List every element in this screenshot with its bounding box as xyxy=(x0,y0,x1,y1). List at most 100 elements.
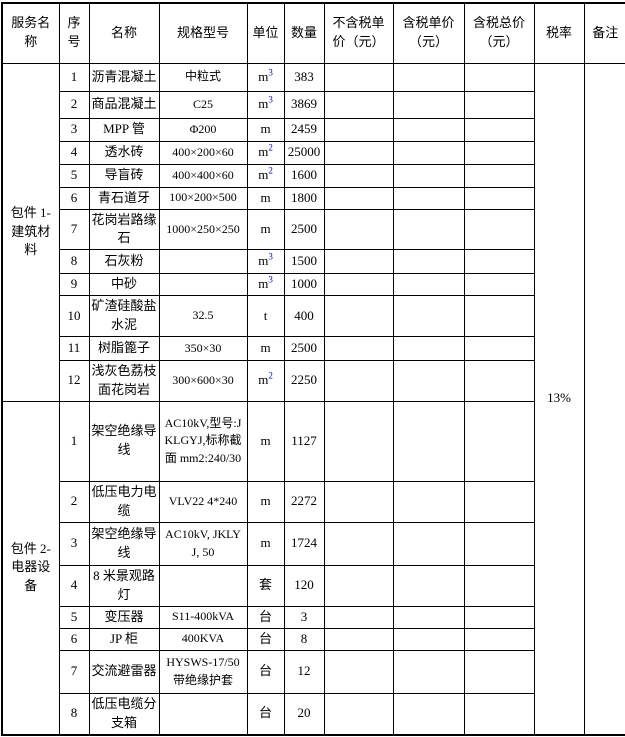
price-ex-tax-cell xyxy=(323,564,394,607)
item-unit: m xyxy=(246,335,285,361)
item-spec: 32.5 xyxy=(158,295,248,337)
table-row: 11 树脂篦子 350×30 m 2500 xyxy=(2,335,625,361)
col-header-unit: 单位 xyxy=(246,2,285,64)
unit-base: t xyxy=(263,307,268,323)
col-header-item-name: 名称 xyxy=(88,2,160,64)
unit-base: m xyxy=(258,144,269,160)
total-inc-tax-cell xyxy=(463,521,535,566)
price-ex-tax-cell xyxy=(323,627,394,651)
item-unit: 台 xyxy=(246,605,285,629)
price-ex-tax-cell xyxy=(323,163,394,188)
item-spec: 1000×250×250 xyxy=(158,208,248,251)
price-inc-tax-cell xyxy=(392,249,465,275)
unit-base: 台 xyxy=(258,630,272,646)
package-1-label: 包件 1-建筑材料 xyxy=(1,62,60,402)
price-inc-tax-cell xyxy=(392,62,465,92)
total-inc-tax-cell xyxy=(463,359,535,402)
price-ex-tax-cell xyxy=(323,117,394,142)
row-no: 1 xyxy=(58,62,90,92)
tax-rate-value: 13% xyxy=(533,62,585,736)
item-qty: 2250 xyxy=(283,359,325,402)
item-unit: m3 xyxy=(246,249,285,275)
item-qty: 25000 xyxy=(283,140,325,165)
total-inc-tax-cell xyxy=(463,117,535,142)
row-no: 6 xyxy=(58,186,90,210)
unit-base: m xyxy=(258,276,269,292)
item-qty: 383 xyxy=(283,62,325,92)
row-no: 11 xyxy=(58,335,90,361)
total-inc-tax-cell xyxy=(463,295,535,337)
item-unit: m2 xyxy=(246,140,285,165)
item-name: 浅灰色荔枝面花岗岩 xyxy=(88,359,160,402)
item-qty: 3 xyxy=(283,605,325,629)
total-inc-tax-cell xyxy=(463,140,535,165)
item-spec: C25 xyxy=(158,90,248,119)
item-spec: 350×30 xyxy=(158,335,248,361)
unit-superscript: 2 xyxy=(268,165,273,176)
table-row: 包件 2-电器设备 1 架空绝缘导线 AC10kV,型号:JKLGYJ,标称截面… xyxy=(1,400,625,736)
item-name: 低压电力电缆 xyxy=(88,480,160,523)
item-name: 变压器 xyxy=(88,605,160,629)
item-spec xyxy=(158,564,248,607)
item-qty: 2459 xyxy=(283,117,325,142)
unit-base: m xyxy=(258,372,269,388)
item-unit: 台 xyxy=(246,649,285,694)
total-inc-tax-cell xyxy=(463,605,535,629)
item-name: 青石道牙 xyxy=(88,186,160,210)
item-spec: VLV22 4*240 xyxy=(158,480,248,523)
item-unit: 台 xyxy=(246,627,285,651)
unit-superscript: 2 xyxy=(268,142,273,153)
total-inc-tax-cell xyxy=(463,273,535,297)
row-no: 4 xyxy=(58,140,90,165)
price-ex-tax-cell xyxy=(323,649,394,694)
total-inc-tax-cell xyxy=(463,692,535,736)
item-unit: m3 xyxy=(246,90,285,119)
item-unit: 套 xyxy=(246,564,285,607)
price-ex-tax-cell xyxy=(323,249,394,275)
price-ex-tax-cell xyxy=(323,295,394,337)
price-inc-tax-cell xyxy=(392,295,465,337)
item-qty: 2500 xyxy=(283,208,325,251)
price-ex-tax-cell xyxy=(323,335,394,361)
price-ex-tax-cell xyxy=(323,605,394,629)
item-unit: m xyxy=(246,117,285,142)
item-name: 石灰粉 xyxy=(88,249,160,275)
price-ex-tax-cell xyxy=(323,400,394,482)
price-inc-tax-cell xyxy=(392,273,465,297)
unit-base: m xyxy=(260,432,271,448)
item-spec: 400×400×60 xyxy=(158,163,248,188)
unit-base: 台 xyxy=(258,705,272,721)
price-inc-tax-cell xyxy=(392,359,465,402)
total-inc-tax-cell xyxy=(463,62,535,92)
unit-base: m xyxy=(260,493,271,509)
unit-base: m xyxy=(258,253,269,269)
table-row: 6 青石道牙 100×200×500 m 1800 xyxy=(2,186,625,210)
price-inc-tax-cell xyxy=(392,605,465,629)
table-row: 2 低压电力电缆 VLV22 4*240 m 2272 xyxy=(2,480,625,523)
price-ex-tax-cell xyxy=(323,186,394,210)
price-inc-tax-cell xyxy=(392,692,465,736)
price-ex-tax-cell xyxy=(323,140,394,165)
item-unit: m3 xyxy=(246,273,285,297)
table-row: 3 架空绝缘导线 AC10kV, JKLYJ, 50 m 1724 xyxy=(2,521,625,566)
total-inc-tax-cell xyxy=(463,208,535,251)
item-qty: 1000 xyxy=(283,273,325,297)
package-2-label: 包件 2-电器设备 xyxy=(1,400,60,736)
item-spec xyxy=(158,273,248,297)
table-row: 7 交流避雷器 HYSWS-17/50 带绝缘护套 台 12 xyxy=(2,649,625,694)
table-row: 8 石灰粉 m3 1500 xyxy=(2,249,625,275)
item-spec: AC10kV, JKLYJ, 50 xyxy=(158,521,248,566)
row-no: 9 xyxy=(58,273,90,297)
item-name: 沥青混凝土 xyxy=(88,62,160,92)
table-row: 8 低压电缆分支箱 台 20 xyxy=(2,692,625,736)
price-ex-tax-cell xyxy=(323,90,394,119)
price-inc-tax-cell xyxy=(392,627,465,651)
item-name: JP 柜 xyxy=(88,627,160,651)
table-row: 10 矿渣硅酸盐水泥 32.5 t 400 xyxy=(2,295,625,337)
col-header-price-ex-tax: 不含税单价（元） xyxy=(323,2,394,64)
price-ex-tax-cell xyxy=(323,692,394,736)
row-no: 3 xyxy=(58,521,90,566)
table-row: 包件 1-建筑材料 1 沥青混凝土 中粒式 m3 383 13% xyxy=(1,62,625,736)
unit-base: 套 xyxy=(258,577,272,593)
